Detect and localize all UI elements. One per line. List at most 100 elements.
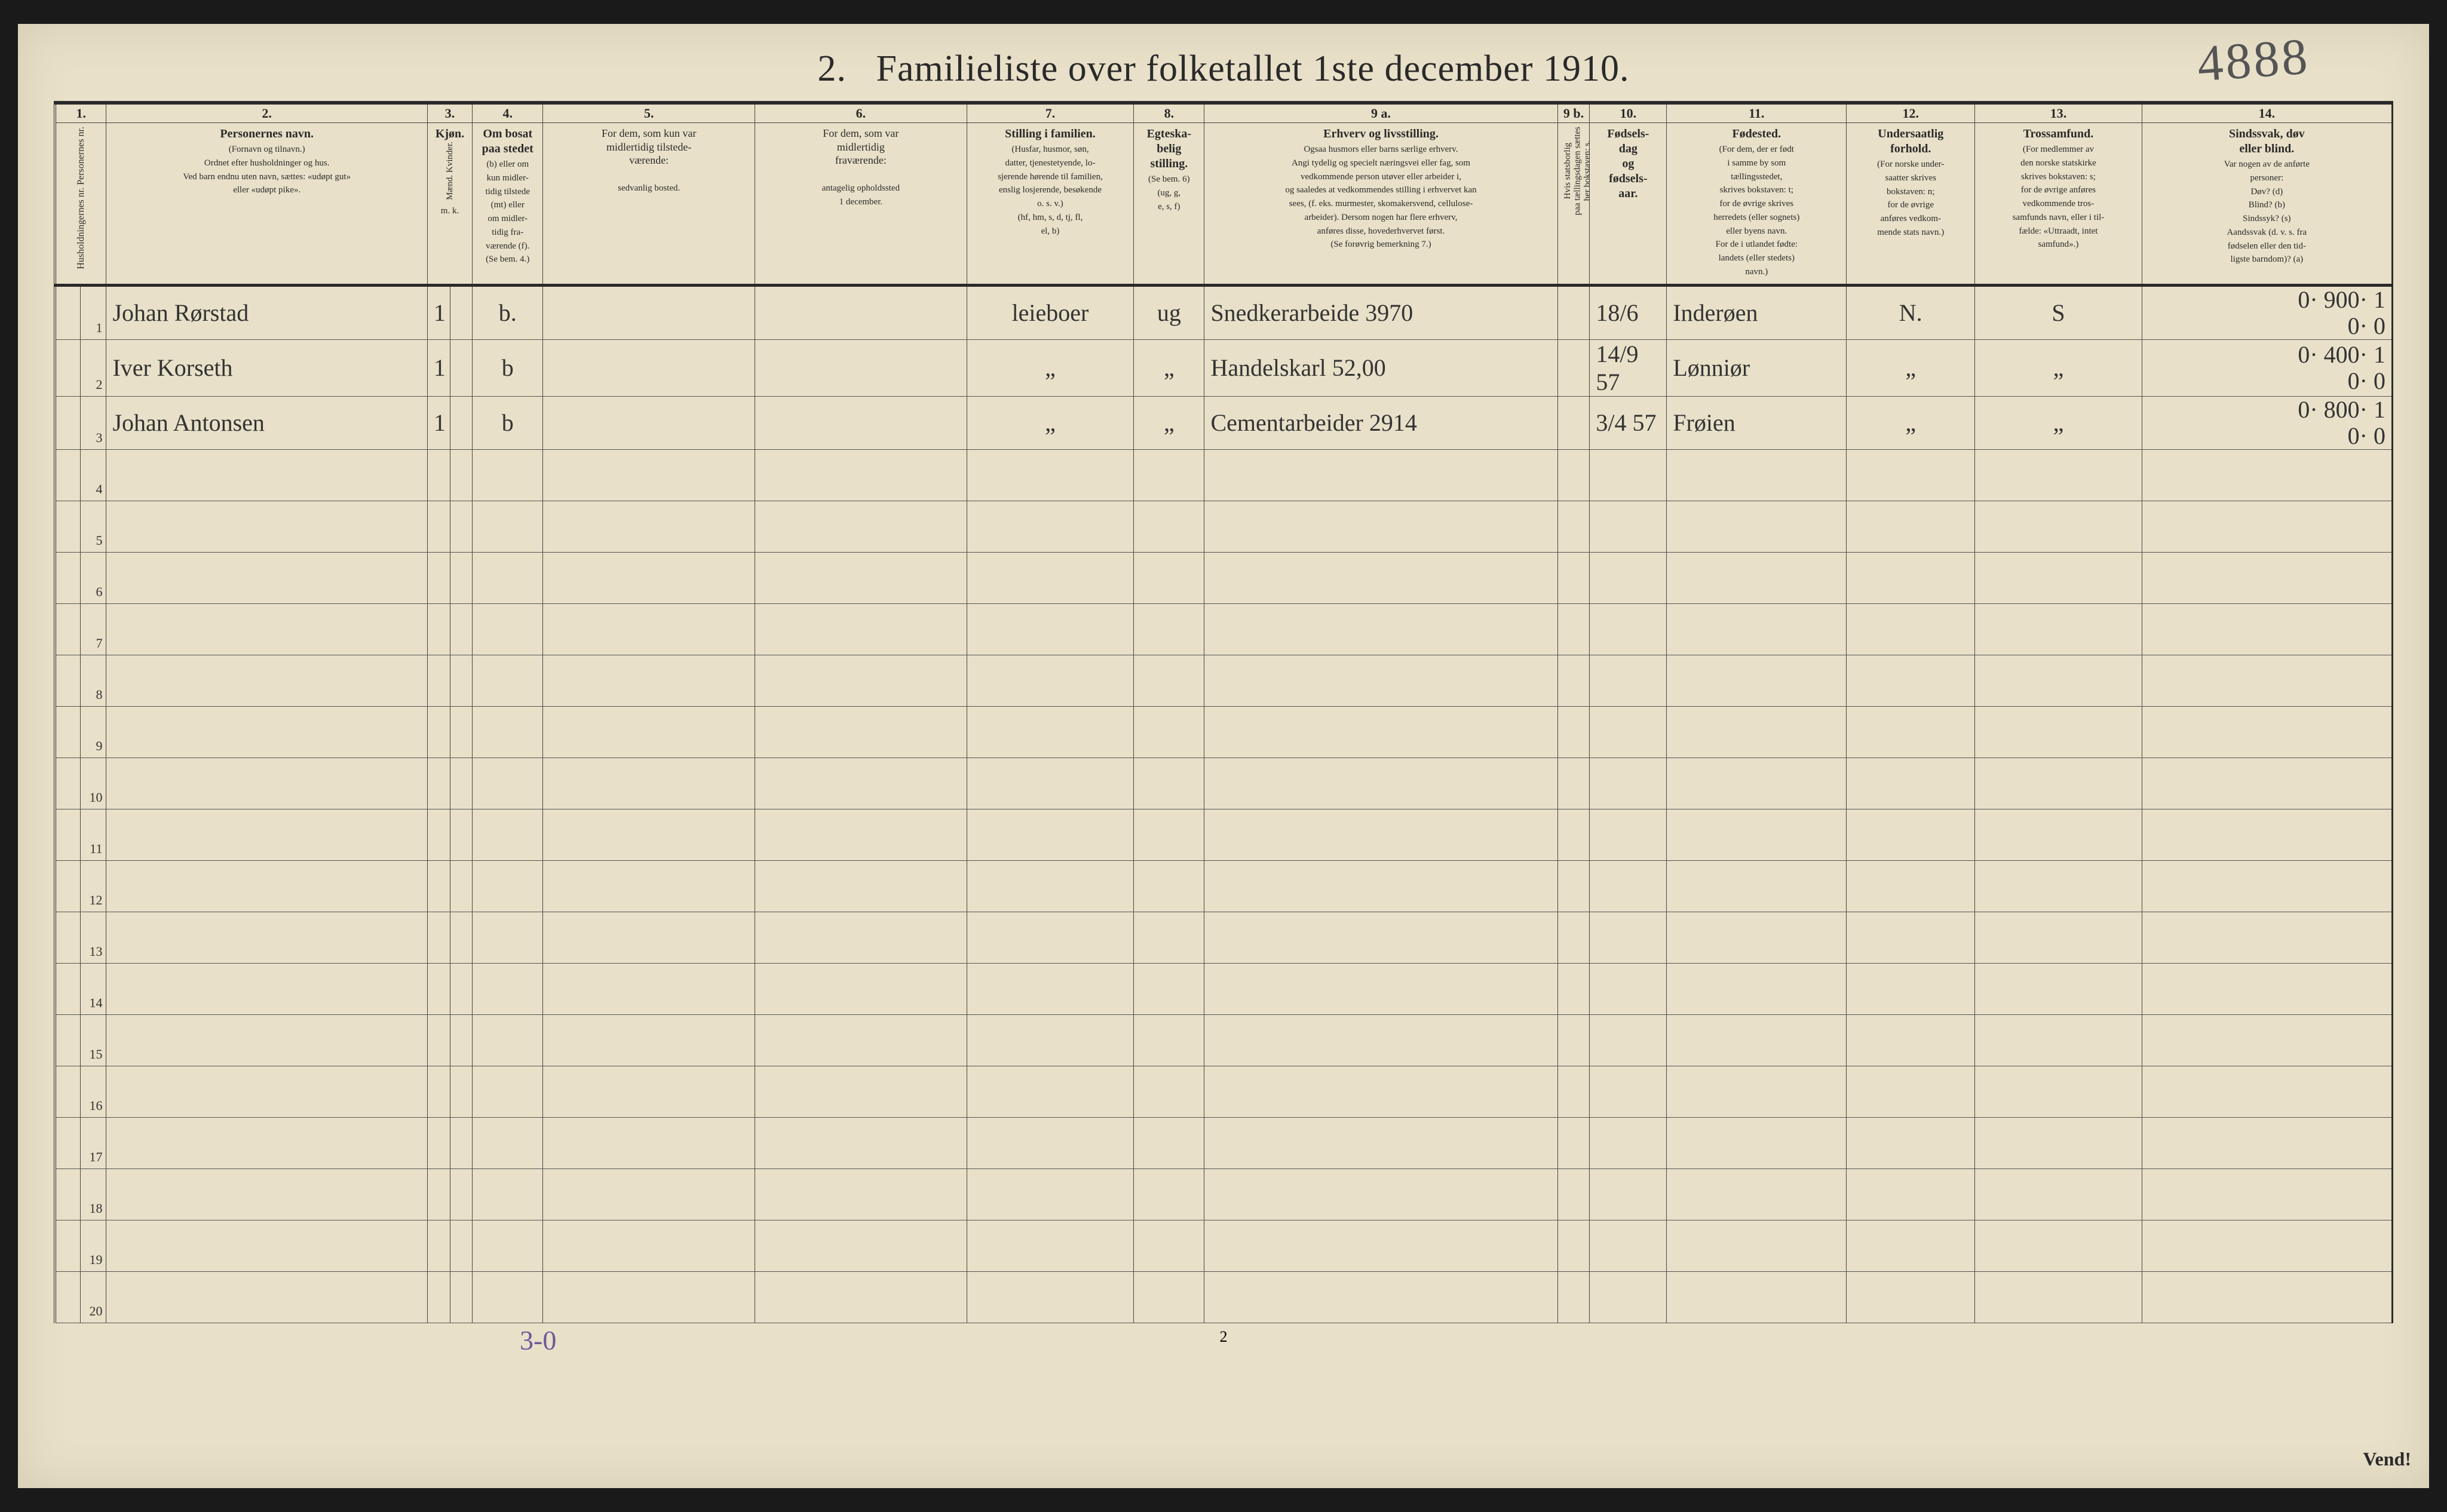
cell-name xyxy=(106,706,427,757)
cell-residence xyxy=(473,1168,543,1220)
cell-religion xyxy=(1975,963,2142,1014)
cell-occupation xyxy=(1204,1168,1557,1220)
cell-occupation: Snedkerarbeide 3970 xyxy=(1204,285,1557,339)
cell-person-nr: 10 xyxy=(81,757,106,809)
hdr-9b-text: Hvis statsborlig paa tællingsdagen sætte… xyxy=(1563,127,1593,215)
cell-temp-absent xyxy=(755,1117,967,1168)
cell-family-pos: „ xyxy=(967,396,1133,449)
cell-9b xyxy=(1557,1220,1590,1271)
cell-birthplace xyxy=(1667,1168,1847,1220)
cell-nationality xyxy=(1847,757,1975,809)
hdr-8-sub: (Se bem. 6) (ug, g, e, s, f) xyxy=(1148,174,1190,211)
cell-nationality xyxy=(1847,1168,1975,1220)
cell-religion xyxy=(1975,1168,2142,1220)
cell-birthdate xyxy=(1590,1014,1667,1066)
cell-temp-present xyxy=(543,1271,755,1323)
cell-name xyxy=(106,912,427,963)
cell-disability xyxy=(2142,1066,2392,1117)
cell-occupation xyxy=(1204,603,1557,655)
cell-9b xyxy=(1557,285,1590,339)
cell-birthdate: 18/6 xyxy=(1590,285,1667,339)
cell-household-nr xyxy=(55,912,81,963)
cell-birthdate xyxy=(1590,1117,1667,1168)
table-row: 1Johan Rørstad1b.leieboerugSnedkerarbeid… xyxy=(55,285,2393,339)
cell-family-pos xyxy=(967,603,1133,655)
cell-9b xyxy=(1557,449,1590,501)
cell-name xyxy=(106,603,427,655)
table-body: 1Johan Rørstad1b.leieboerugSnedkerarbeid… xyxy=(55,285,2393,1323)
cell-nationality xyxy=(1847,1066,1975,1117)
cell-sex-m: 1 xyxy=(427,396,450,449)
cell-nationality: N. xyxy=(1847,285,1975,339)
cell-religion xyxy=(1975,912,2142,963)
cell-sex-k xyxy=(450,396,473,449)
cell-temp-absent xyxy=(755,963,967,1014)
cell-birthdate xyxy=(1590,655,1667,706)
cell-sex-k xyxy=(450,603,473,655)
cell-occupation xyxy=(1204,552,1557,603)
cell-family-pos: „ xyxy=(967,339,1133,396)
cell-person-nr: 7 xyxy=(81,603,106,655)
cell-religion xyxy=(1975,809,2142,860)
cell-sex-m xyxy=(427,912,450,963)
cell-sex-k xyxy=(450,285,473,339)
cell-birthdate xyxy=(1590,706,1667,757)
cell-family-pos xyxy=(967,1168,1133,1220)
hdr-7-sub: (Husfar, husmor, søn, datter, tjenestety… xyxy=(998,145,1103,236)
cell-residence xyxy=(473,1014,543,1066)
cell-family-pos xyxy=(967,1117,1133,1168)
cell-birthdate xyxy=(1590,1271,1667,1323)
cell-religion xyxy=(1975,603,2142,655)
cell-name xyxy=(106,1220,427,1271)
hdr-1: Husholdningernes nr. Personernes nr. xyxy=(55,123,106,286)
table-row: 13 xyxy=(55,912,2393,963)
cell-sex-m xyxy=(427,603,450,655)
cell-birthplace xyxy=(1667,1014,1847,1066)
cell-person-nr: 9 xyxy=(81,706,106,757)
cell-9b xyxy=(1557,1168,1590,1220)
cell-marital: ug xyxy=(1134,285,1204,339)
cell-disability xyxy=(2142,449,2392,501)
table-row: 6 xyxy=(55,552,2393,603)
cell-nationality xyxy=(1847,1271,1975,1323)
corner-annotation: 4888 xyxy=(2195,26,2312,94)
colnum-14: 14. xyxy=(2142,103,2392,123)
cell-occupation xyxy=(1204,1066,1557,1117)
cell-disability xyxy=(2142,655,2392,706)
cell-temp-absent xyxy=(755,809,967,860)
hdr-7: Stilling i familien. (Husfar, husmor, sø… xyxy=(967,123,1133,286)
cell-temp-present xyxy=(543,655,755,706)
cell-sex-m: 1 xyxy=(427,339,450,396)
cell-religion xyxy=(1975,1066,2142,1117)
cell-marital xyxy=(1134,552,1204,603)
cell-occupation xyxy=(1204,860,1557,912)
cell-family-pos xyxy=(967,1220,1133,1271)
cell-nationality xyxy=(1847,706,1975,757)
cell-sex-k xyxy=(450,1271,473,1323)
cell-name xyxy=(106,757,427,809)
cell-disability xyxy=(2142,1014,2392,1066)
cell-person-nr: 12 xyxy=(81,860,106,912)
cell-nationality xyxy=(1847,809,1975,860)
colnum-3: 3. xyxy=(427,103,472,123)
cell-birthplace xyxy=(1667,655,1847,706)
cell-birthplace xyxy=(1667,552,1847,603)
cell-disability: 0· 900· 1 0· 0 xyxy=(2142,285,2392,339)
colnum-12: 12. xyxy=(1847,103,1975,123)
cell-household-nr xyxy=(55,1066,81,1117)
cell-sex-m xyxy=(427,449,450,501)
cell-religion xyxy=(1975,860,2142,912)
cell-residence xyxy=(473,757,543,809)
cell-marital xyxy=(1134,860,1204,912)
cell-person-nr: 13 xyxy=(81,912,106,963)
cell-disability xyxy=(2142,1117,2392,1168)
cell-name xyxy=(106,1117,427,1168)
cell-birthdate xyxy=(1590,757,1667,809)
cell-family-pos xyxy=(967,963,1133,1014)
cell-sex-m: 1 xyxy=(427,285,450,339)
table-row: 11 xyxy=(55,809,2393,860)
cell-religion: „ xyxy=(1975,339,2142,396)
cell-religion xyxy=(1975,1271,2142,1323)
cell-temp-present xyxy=(543,1117,755,1168)
cell-name: Johan Antonsen xyxy=(106,396,427,449)
